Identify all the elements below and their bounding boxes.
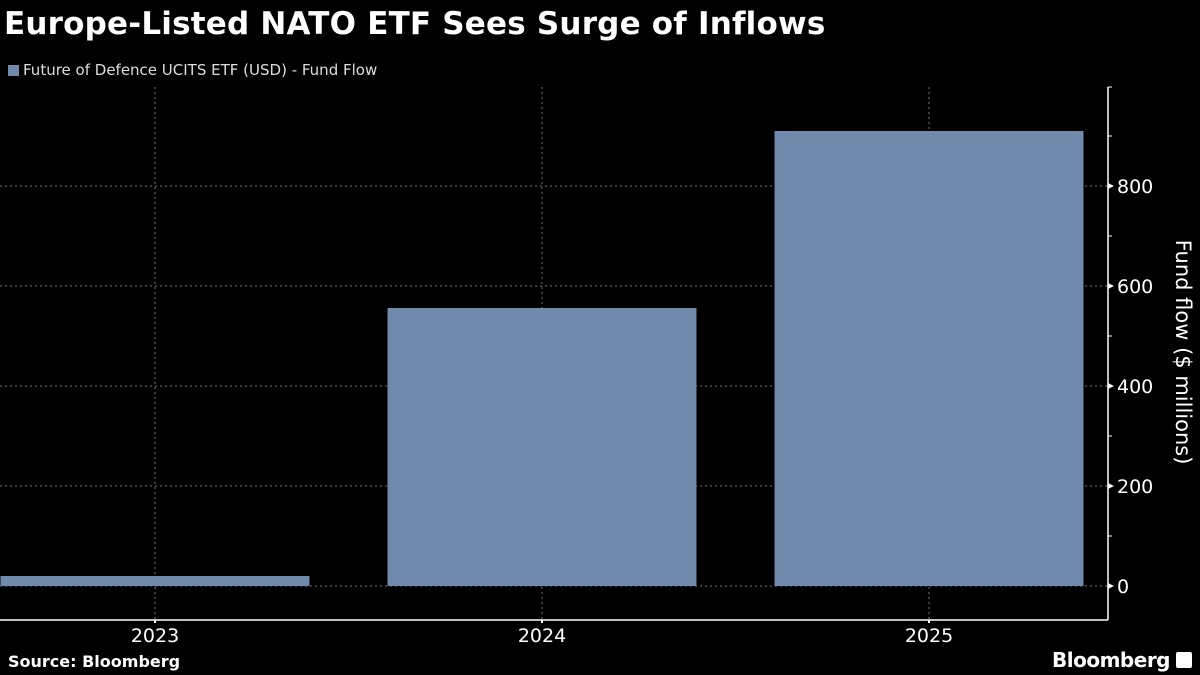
y-tick [1108,583,1114,589]
x-tick-label: 2024 [518,625,566,647]
bloomberg-logo: Bloomberg [1052,648,1192,672]
y-tick-label: 0 [1117,576,1129,598]
bar-2023 [0,576,310,586]
y-tick-label: 800 [1117,176,1153,198]
x-tick-label: 2025 [905,625,953,647]
y-axis-label: Fund flow ($ millions) [1171,240,1195,465]
y-tick-label: 600 [1117,276,1153,298]
x-tick [154,620,156,623]
x-tick-label: 2023 [131,625,179,647]
legend: Future of Defence UCITS ETF (USD) - Fund… [8,61,377,79]
chart-logo-icon [1176,652,1192,668]
source-note: Source: Bloomberg [8,652,181,671]
x-tick [928,620,930,623]
y-tick [1108,283,1114,289]
x-tick [541,620,543,623]
y-tick-label: 400 [1117,376,1153,398]
chart-title: Europe-Listed NATO ETF Sees Surge of Inf… [4,6,826,42]
legend-label: Future of Defence UCITS ETF (USD) - Fund… [23,61,378,79]
legend-swatch [8,64,19,76]
y-tick [1108,183,1114,189]
bar-2024 [387,308,697,586]
y-tick [1108,483,1114,489]
y-tick-label: 200 [1117,476,1153,498]
y-tick [1108,383,1114,389]
bar-2025 [774,131,1084,586]
logo-text: Bloomberg [1052,648,1170,672]
